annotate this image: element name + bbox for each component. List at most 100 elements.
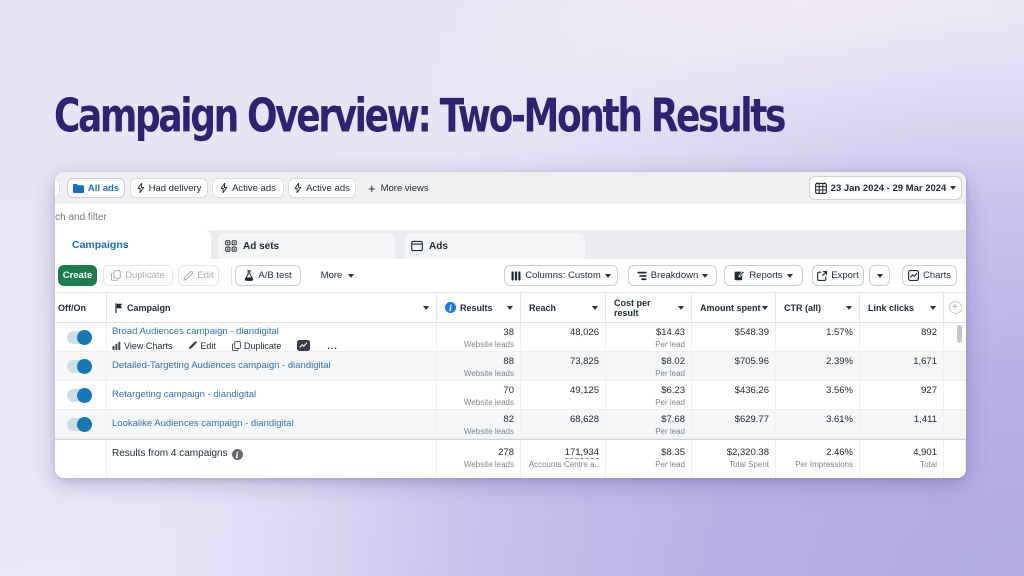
more-actions-button[interactable]: ... bbox=[327, 340, 338, 351]
col-header-cost-per-result[interactable]: Cost per result bbox=[606, 293, 692, 322]
columns-button[interactable]: Columns: Custom bbox=[504, 265, 618, 286]
ctr-cell: 2.39% bbox=[776, 352, 860, 380]
tab-ads-label: Ads bbox=[429, 240, 448, 252]
more-button[interactable]: More bbox=[317, 265, 358, 286]
campaign-cell: Broad Audiences campaign - diandigital V… bbox=[107, 323, 437, 351]
toggle-cell bbox=[55, 352, 107, 380]
date-range-picker[interactable]: 23 Jan 2024 - 29 Mar 2024 bbox=[809, 176, 962, 200]
info-icon[interactable]: i bbox=[445, 302, 456, 313]
col-header-reach[interactable]: Reach bbox=[521, 293, 606, 322]
ctr-cell: 3.56% bbox=[776, 381, 860, 409]
breakdown-icon bbox=[637, 271, 647, 280]
filter-chip-had-delivery[interactable]: Had delivery bbox=[130, 178, 208, 198]
filter-bar: All ads Had delivery Active ads Active a… bbox=[55, 172, 966, 204]
add-column-icon[interactable]: + bbox=[948, 301, 962, 314]
reach-cell: 49,125 bbox=[521, 381, 606, 409]
col-header-amount-spent[interactable]: Amount spent bbox=[692, 293, 776, 322]
bolt-icon bbox=[137, 183, 144, 193]
campaign-link[interactable]: Broad Audiences campaign - diandigital bbox=[112, 326, 279, 337]
more-label: More bbox=[320, 270, 343, 281]
tab-campaigns-label: Campaigns bbox=[72, 238, 129, 251]
duplicate-icon bbox=[231, 340, 241, 351]
tab-ad-sets[interactable]: Ad sets bbox=[218, 233, 395, 259]
campaign-link[interactable]: Detailed-Targeting Audiences campaign - … bbox=[112, 360, 331, 371]
toggle-cell bbox=[55, 323, 107, 351]
ad-sets-grid-icon bbox=[225, 240, 237, 252]
campaign-toggle[interactable] bbox=[67, 358, 92, 374]
charts-button[interactable]: Charts bbox=[902, 265, 957, 286]
filter-chip-cropped[interactable] bbox=[55, 178, 60, 198]
tab-ads[interactable]: Ads bbox=[405, 233, 585, 259]
pin-action[interactable] bbox=[297, 340, 311, 351]
sort-caret-icon[interactable] bbox=[846, 306, 852, 310]
bolt-icon bbox=[294, 183, 302, 193]
table-row: Detailed-Targeting Audiences campaign - … bbox=[55, 352, 966, 381]
tab-campaigns[interactable]: Campaigns bbox=[55, 230, 211, 259]
sort-caret-icon[interactable] bbox=[678, 306, 684, 310]
col-header-link-clicks[interactable]: Link clicks bbox=[860, 293, 944, 322]
info-icon[interactable]: i bbox=[231, 449, 243, 460]
spent-cell: $436.26 bbox=[692, 381, 776, 409]
scrollbar-cell bbox=[944, 381, 966, 409]
duplicate-action[interactable]: Duplicate bbox=[231, 340, 281, 351]
toggle-cell bbox=[55, 410, 107, 438]
sort-caret-icon[interactable] bbox=[930, 306, 936, 310]
duplicate-label: Duplicate bbox=[125, 270, 165, 281]
campaign-link[interactable]: Lookalike Audiences campaign - diandigit… bbox=[112, 418, 294, 429]
campaign-toggle[interactable] bbox=[67, 416, 92, 432]
sort-caret-icon[interactable] bbox=[423, 306, 429, 310]
campaign-toggle[interactable] bbox=[67, 387, 92, 403]
filter-chip-active-ads-2[interactable]: Active ads bbox=[288, 178, 356, 198]
add-column-header[interactable]: + bbox=[944, 293, 966, 322]
filter-chip-label: All ads bbox=[87, 182, 120, 194]
breakdown-button[interactable]: Breakdown bbox=[628, 265, 717, 286]
cost-cell: $6.23 Per lead bbox=[606, 381, 692, 409]
ab-test-button[interactable]: A/B test bbox=[235, 265, 301, 286]
ads-manager-panel: All ads Had delivery Active ads Active a… bbox=[55, 172, 966, 478]
sort-caret-icon[interactable] bbox=[592, 306, 598, 310]
spent-cell: $2,320.38 Total Spent bbox=[692, 440, 776, 478]
campaign-toggle[interactable] bbox=[67, 329, 92, 345]
col-header-results[interactable]: i Results bbox=[437, 293, 521, 322]
sort-caret-icon[interactable] bbox=[762, 306, 768, 310]
reports-button[interactable]: Reports bbox=[724, 265, 803, 286]
campaign-cell: Lookalike Audiences campaign - diandigit… bbox=[107, 410, 437, 438]
results-cell: 38 Website leads bbox=[437, 323, 521, 351]
campaign-cell: Retargeting campaign - diandigital bbox=[107, 381, 437, 409]
search-filter-bar[interactable]: Search and filter bbox=[55, 204, 966, 230]
clicks-cell: 1,411 bbox=[860, 410, 944, 438]
create-button[interactable]: Create bbox=[58, 265, 97, 286]
edit-action[interactable]: Edit bbox=[188, 341, 216, 351]
more-views-button[interactable]: + More views bbox=[368, 182, 429, 195]
vertical-scrollbar[interactable] bbox=[957, 325, 962, 343]
campaign-link[interactable]: Retargeting campaign - diandigital bbox=[112, 389, 257, 400]
reports-icon bbox=[734, 270, 746, 281]
filter-chip-label: Active ads bbox=[232, 182, 276, 194]
duplicate-button[interactable]: Duplicate bbox=[103, 265, 173, 286]
cost-cell: $8.35 Per lead bbox=[606, 440, 692, 478]
cost-cell: $8.02 Per lead bbox=[606, 352, 692, 380]
table-row: Broad Audiences campaign - diandigital V… bbox=[55, 323, 966, 352]
ab-test-label: A/B test bbox=[258, 270, 292, 281]
edit-button[interactable]: Edit bbox=[178, 265, 219, 286]
sort-caret-icon[interactable] bbox=[507, 306, 513, 310]
summary-row: Results from 4 campaigns i 278 Website l… bbox=[55, 439, 966, 478]
spent-cell: $548.39 bbox=[692, 323, 776, 351]
filter-chip-active-ads[interactable]: Active ads bbox=[212, 178, 284, 198]
export-options-button[interactable] bbox=[869, 265, 890, 286]
toolbar-right-group: Columns: Custom Breakdown Reports Export bbox=[504, 265, 957, 286]
clicks-cell: 927 bbox=[860, 381, 944, 409]
table-row: Retargeting campaign - diandigital 70 We… bbox=[55, 381, 966, 410]
filter-chip-all-ads[interactable]: All ads bbox=[67, 178, 125, 198]
col-header-ctr[interactable]: CTR (all) bbox=[776, 293, 860, 322]
ads-icon bbox=[411, 240, 423, 252]
search-placeholder: Search and filter bbox=[55, 211, 107, 223]
columns-icon bbox=[511, 271, 521, 280]
col-header-campaign[interactable]: Campaign bbox=[107, 293, 437, 322]
chevron-down-icon bbox=[604, 273, 611, 278]
bar-chart-icon bbox=[112, 341, 121, 350]
view-charts-action[interactable]: View Charts bbox=[112, 341, 172, 351]
scrollbar-cell bbox=[944, 352, 966, 380]
export-button[interactable]: Export bbox=[812, 265, 864, 286]
